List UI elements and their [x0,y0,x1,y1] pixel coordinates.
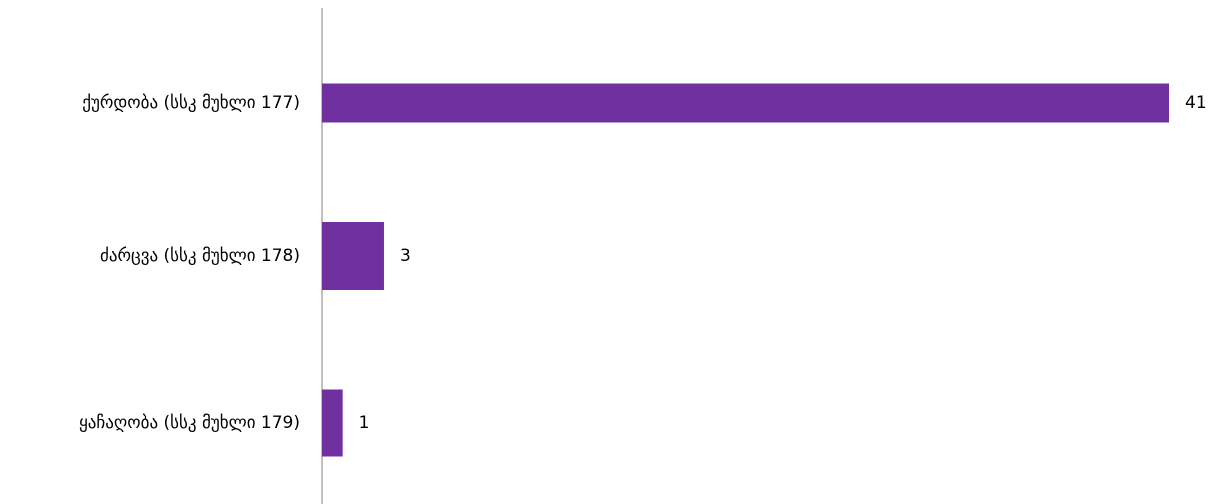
category-label: ძარცვა (სსკ მუხლი 178) [100,246,300,266]
bar [322,83,1169,123]
value-label: 41 [1185,93,1207,113]
value-label: 1 [359,413,370,433]
category-label: ქურდობა (სსკ მუხლი 177) [82,93,300,113]
bar [322,222,384,290]
bar [322,389,343,457]
value-label: 3 [400,246,411,266]
category-label: ყაჩაღობა (სსკ მუხლი 179) [79,413,300,433]
